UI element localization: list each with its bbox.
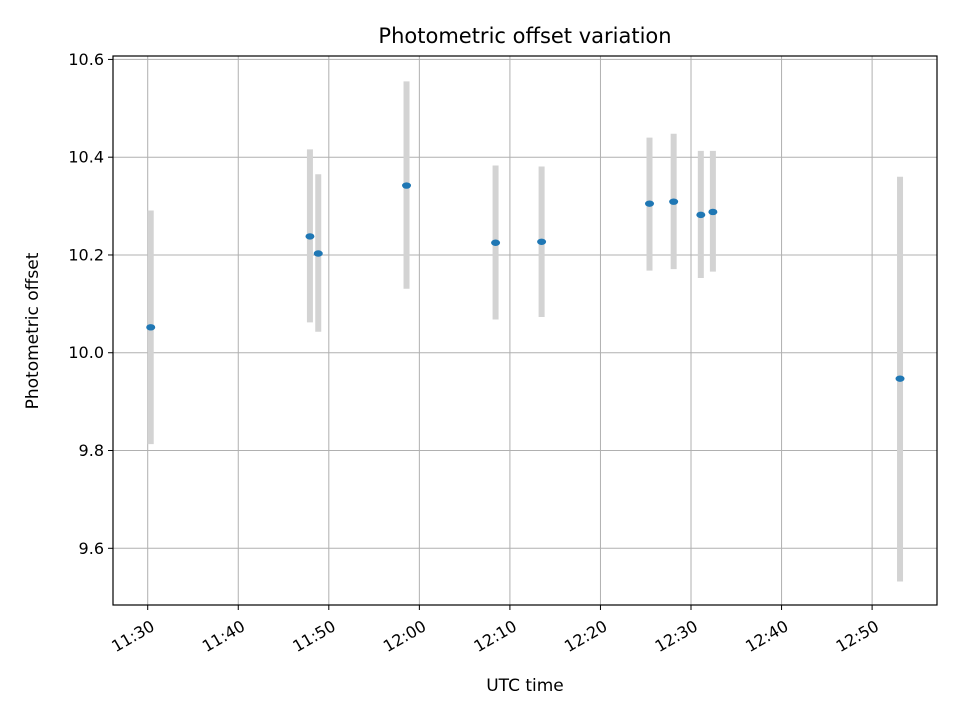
data-point (669, 198, 679, 205)
y-tick-label: 10.2 (68, 245, 104, 264)
grid (113, 56, 937, 605)
data-points (146, 182, 905, 382)
y-tick-label: 9.8 (79, 441, 104, 460)
data-point (491, 239, 501, 246)
data-point (402, 182, 412, 189)
y-tick-label: 10.0 (68, 343, 104, 362)
data-point (696, 211, 706, 219)
y-axis-title: Photometric offset (23, 252, 43, 409)
data-point (537, 238, 547, 245)
data-point (313, 250, 323, 257)
data-point (305, 233, 315, 240)
data-point (146, 324, 156, 331)
plot-frame (112, 55, 938, 606)
y-tick-label: 9.6 (79, 539, 104, 558)
chart-title: Photometric offset variation (378, 24, 671, 48)
x-axis-title: UTC time (486, 676, 564, 696)
data-point (708, 208, 718, 216)
data-point (895, 375, 905, 382)
y-axis: 9.6 9.8 10.0 10.2 10.4 10.6 (68, 50, 113, 558)
y-tick-label: 10.6 (68, 50, 104, 69)
y-tick-label: 10.4 (68, 148, 104, 167)
data-point (645, 200, 655, 207)
